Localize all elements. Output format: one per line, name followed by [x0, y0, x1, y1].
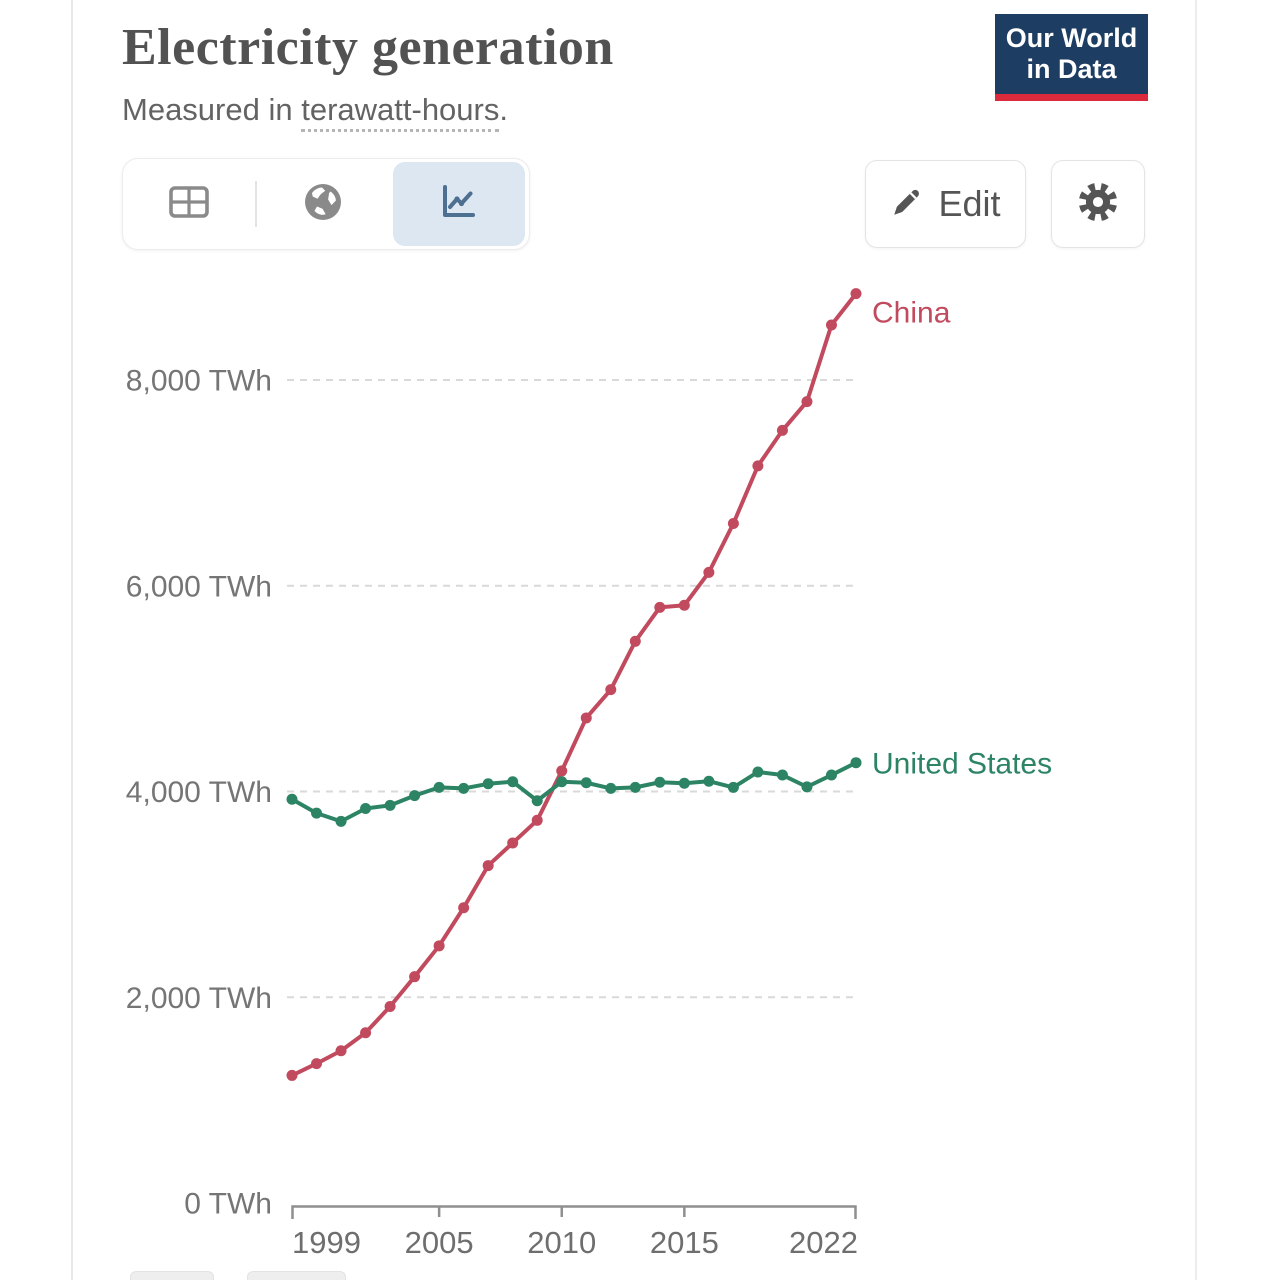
data-point-china-2018[interactable] — [752, 460, 764, 472]
data-point-china-2006[interactable] — [458, 902, 470, 914]
data-point-united-states-2001[interactable] — [335, 815, 347, 827]
data-point-united-states-2019[interactable] — [776, 769, 788, 781]
data-point-united-states-2007[interactable] — [482, 778, 494, 790]
y-tick-label-2000: 2,000 TWh — [126, 982, 272, 1015]
x-tick-label-1999: 1999 — [292, 1225, 361, 1260]
data-point-united-states-2017[interactable] — [727, 781, 739, 793]
footer-button-partial[interactable] — [130, 1271, 214, 1280]
data-point-china-2007[interactable] — [482, 860, 494, 872]
series-label-united-states: United States — [872, 748, 1052, 781]
settings-button[interactable] — [1051, 160, 1145, 248]
tab-table-view[interactable] — [123, 159, 255, 249]
line-chart-icon — [437, 181, 481, 228]
table-icon — [168, 184, 210, 225]
edit-button[interactable]: Edit — [865, 160, 1026, 248]
data-point-china-2021[interactable] — [825, 319, 837, 331]
data-point-united-states-2021[interactable] — [825, 769, 837, 781]
data-point-china-2017[interactable] — [727, 518, 739, 530]
logo-line1: Our World — [1005, 23, 1138, 53]
data-point-united-states-2002[interactable] — [360, 802, 372, 814]
pencil-icon — [890, 185, 924, 224]
right-border — [1195, 0, 1197, 1280]
data-point-china-2015[interactable] — [678, 599, 690, 611]
data-point-china-2014[interactable] — [654, 601, 666, 613]
logo-line2: in Data — [1026, 54, 1117, 84]
data-point-china-2001[interactable] — [335, 1045, 347, 1057]
data-point-united-states-2013[interactable] — [629, 781, 641, 793]
data-point-united-states-2005[interactable] — [433, 781, 445, 793]
data-point-china-2003[interactable] — [384, 1001, 396, 1013]
chart-subtitle: Measured in terawatt-hours. — [122, 92, 508, 132]
data-point-united-states-1999[interactable] — [286, 793, 298, 805]
gear-icon — [1076, 180, 1120, 229]
data-point-china-2020[interactable] — [801, 396, 813, 408]
left-border — [71, 0, 73, 1280]
data-point-united-states-2000[interactable] — [311, 807, 323, 819]
y-tick-label-4000: 4,000 TWh — [126, 776, 272, 809]
data-point-united-states-2014[interactable] — [654, 776, 666, 788]
data-point-united-states-2022[interactable] — [850, 757, 862, 769]
footer-button-partial[interactable] — [247, 1271, 346, 1280]
data-point-china-2011[interactable] — [580, 712, 592, 724]
x-tick-label-2015: 2015 — [650, 1225, 719, 1260]
data-point-united-states-2006[interactable] — [458, 782, 470, 794]
subtitle-term-terawatt-hours[interactable]: terawatt-hours — [301, 92, 500, 132]
y-tick-label-6000: 6,000 TWh — [126, 570, 272, 603]
data-point-china-2000[interactable] — [311, 1058, 323, 1070]
data-point-united-states-2020[interactable] — [801, 781, 813, 793]
data-point-united-states-2012[interactable] — [605, 782, 617, 794]
data-point-china-2009[interactable] — [531, 814, 543, 826]
data-point-china-2022[interactable] — [850, 288, 862, 300]
x-axis-line — [291, 1205, 857, 1219]
data-point-united-states-2015[interactable] — [678, 777, 690, 789]
data-point-china-2004[interactable] — [409, 971, 421, 983]
data-point-united-states-2004[interactable] — [409, 790, 421, 802]
series-label-china: China — [872, 297, 951, 330]
data-point-united-states-2016[interactable] — [703, 775, 715, 787]
globe-icon — [301, 180, 345, 229]
data-point-china-2019[interactable] — [776, 424, 788, 436]
data-point-china-2010[interactable] — [556, 765, 568, 777]
data-point-united-states-2010[interactable] — [556, 776, 568, 788]
x-tick-label-2005: 2005 — [405, 1225, 474, 1260]
data-point-united-states-2018[interactable] — [752, 766, 764, 778]
data-point-china-2013[interactable] — [629, 635, 641, 647]
x-tick-label-2022: 2022 — [789, 1225, 858, 1260]
data-point-china-2002[interactable] — [360, 1027, 372, 1039]
subtitle-suffix: . — [499, 92, 508, 127]
data-point-united-states-2009[interactable] — [531, 795, 543, 807]
data-point-china-2016[interactable] — [703, 566, 715, 578]
subtitle-prefix: Measured in — [122, 92, 302, 127]
chart-title: Electricity generation — [122, 19, 614, 76]
y-tick-label-0: 0 TWh — [184, 1188, 272, 1221]
data-point-china-2005[interactable] — [433, 940, 445, 952]
tab-chart-view[interactable] — [393, 162, 525, 246]
y-tick-label-8000: 8,000 TWh — [126, 365, 272, 398]
toolbar-divider — [255, 181, 257, 227]
edit-button-label: Edit — [938, 183, 1001, 224]
data-point-china-2012[interactable] — [605, 684, 617, 696]
data-point-united-states-2003[interactable] — [384, 799, 396, 811]
tab-map-view[interactable] — [257, 159, 389, 249]
owid-logo[interactable]: Our World in Data — [995, 14, 1148, 101]
x-tick-label-2010: 2010 — [527, 1225, 596, 1260]
data-point-china-2008[interactable] — [507, 837, 519, 849]
data-point-united-states-2008[interactable] — [507, 776, 519, 788]
data-point-china-1999[interactable] — [286, 1069, 298, 1081]
data-point-united-states-2011[interactable] — [580, 777, 592, 789]
series-line-china — [290, 291, 858, 1078]
view-switcher-toolbar — [122, 158, 530, 250]
